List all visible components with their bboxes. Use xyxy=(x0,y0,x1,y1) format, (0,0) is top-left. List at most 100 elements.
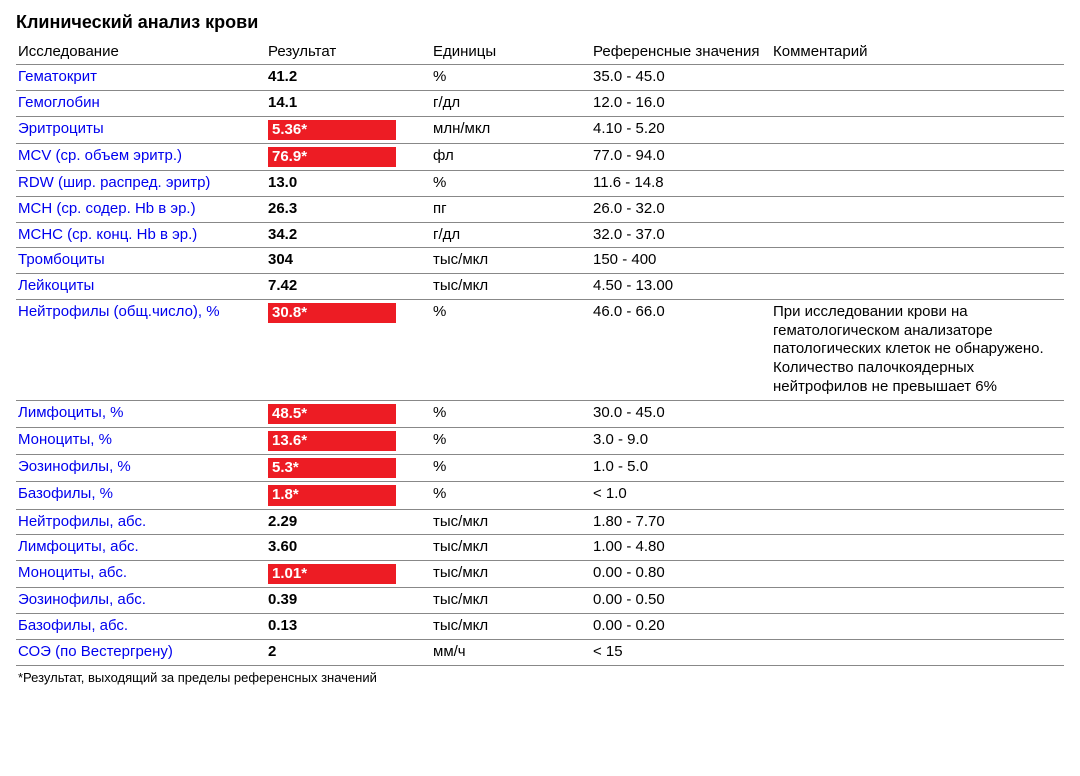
units: % xyxy=(431,455,591,482)
comment xyxy=(771,222,1064,248)
comment xyxy=(771,509,1064,535)
table-row: Эозинофилы, абс.0.39тыс/мкл0.00 - 0.50 xyxy=(16,588,1064,614)
table-row: Эритроциты5.36*млн/мкл4.10 - 5.20 xyxy=(16,116,1064,143)
comment: При исследовании крови на гематологическ… xyxy=(771,299,1064,400)
result-flagged: 30.8* xyxy=(268,303,396,323)
reference-range: 4.10 - 5.20 xyxy=(591,116,771,143)
result-flagged: 5.36* xyxy=(268,120,396,140)
table-header-row: Исследование Результат Единицы Референсн… xyxy=(16,39,1064,65)
comment xyxy=(771,65,1064,91)
test-name: Моноциты, абс. xyxy=(18,564,127,581)
page-title: Клинический анализ крови xyxy=(16,12,1064,33)
reference-range: 1.80 - 7.70 xyxy=(591,509,771,535)
result-value: 3.60 xyxy=(268,538,297,555)
result-value: 7.42 xyxy=(268,277,297,294)
comment xyxy=(771,90,1064,116)
reference-range: 1.00 - 4.80 xyxy=(591,535,771,561)
test-name: MCHC (ср. конц. Hb в эр.) xyxy=(18,226,197,243)
comment xyxy=(771,588,1064,614)
reference-range: 3.0 - 9.0 xyxy=(591,427,771,454)
table-row: Лейкоциты7.42тыс/мкл4.50 - 13.00 xyxy=(16,274,1064,300)
comment xyxy=(771,248,1064,274)
comment xyxy=(771,614,1064,640)
units: % xyxy=(431,427,591,454)
reference-range: 26.0 - 32.0 xyxy=(591,196,771,222)
test-name: Эозинофилы, абс. xyxy=(18,591,146,608)
col-header-units: Единицы xyxy=(431,39,591,65)
col-header-ref: Референсные значения xyxy=(591,39,771,65)
result-value: 13.0 xyxy=(268,174,297,191)
comment xyxy=(771,482,1064,509)
test-name: Лимфоциты, % xyxy=(18,404,124,421)
units: тыс/мкл xyxy=(431,248,591,274)
units: г/дл xyxy=(431,90,591,116)
table-row: СОЭ (по Вестергрену)2мм/ч< 15 xyxy=(16,639,1064,665)
result-value: 2.29 xyxy=(268,513,297,530)
reference-range: 30.0 - 45.0 xyxy=(591,400,771,427)
comment xyxy=(771,196,1064,222)
result-value: 41.2 xyxy=(268,68,297,85)
reference-range: 12.0 - 16.0 xyxy=(591,90,771,116)
units: тыс/мкл xyxy=(431,561,591,588)
lab-results-table: Исследование Результат Единицы Референсн… xyxy=(16,39,1064,666)
reference-range: 77.0 - 94.0 xyxy=(591,143,771,170)
comment xyxy=(771,116,1064,143)
test-name: СОЭ (по Вестергрену) xyxy=(18,643,173,660)
test-name: Базофилы, абс. xyxy=(18,617,128,634)
comment xyxy=(771,535,1064,561)
test-name: MCH (ср. содер. Hb в эр.) xyxy=(18,200,196,217)
units: фл xyxy=(431,143,591,170)
result-value: 2 xyxy=(268,643,276,660)
result-flagged: 1.01* xyxy=(268,564,396,584)
test-name: Базофилы, % xyxy=(18,485,113,502)
test-name: Моноциты, % xyxy=(18,431,112,448)
table-row: Моноциты, абс.1.01*тыс/мкл0.00 - 0.80 xyxy=(16,561,1064,588)
table-row: Гематокрит41.2%35.0 - 45.0 xyxy=(16,65,1064,91)
test-name: Нейтрофилы, абс. xyxy=(18,513,146,530)
table-row: Базофилы, абс.0.13тыс/мкл0.00 - 0.20 xyxy=(16,614,1064,640)
comment xyxy=(771,143,1064,170)
result-value: 304 xyxy=(268,251,293,268)
reference-range: 32.0 - 37.0 xyxy=(591,222,771,248)
comment xyxy=(771,561,1064,588)
comment xyxy=(771,400,1064,427)
table-row: Базофилы, %1.8*%< 1.0 xyxy=(16,482,1064,509)
result-value: 0.39 xyxy=(268,591,297,608)
result-value: 34.2 xyxy=(268,226,297,243)
units: % xyxy=(431,299,591,400)
table-row: Эозинофилы, %5.3*%1.0 - 5.0 xyxy=(16,455,1064,482)
test-name: Эозинофилы, % xyxy=(18,458,131,475)
comment xyxy=(771,171,1064,197)
col-header-result: Результат xyxy=(266,39,431,65)
comment xyxy=(771,455,1064,482)
col-header-comment: Комментарий xyxy=(771,39,1064,65)
reference-range: < 15 xyxy=(591,639,771,665)
test-name: MCV (ср. объем эритр.) xyxy=(18,147,182,164)
result-value: 14.1 xyxy=(268,94,297,111)
test-name: Эритроциты xyxy=(18,120,104,137)
table-row: Тромбоциты304тыс/мкл150 - 400 xyxy=(16,248,1064,274)
units: г/дл xyxy=(431,222,591,248)
reference-range: 0.00 - 0.50 xyxy=(591,588,771,614)
test-name: RDW (шир. распред. эритр) xyxy=(18,174,210,191)
units: % xyxy=(431,171,591,197)
footnote: *Результат, выходящий за пределы референ… xyxy=(16,666,1064,685)
comment xyxy=(771,274,1064,300)
units: % xyxy=(431,400,591,427)
units: пг xyxy=(431,196,591,222)
table-row: Нейтрофилы (общ.число), %30.8*%46.0 - 66… xyxy=(16,299,1064,400)
test-name: Лейкоциты xyxy=(18,277,94,294)
result-flagged: 48.5* xyxy=(268,404,396,424)
result-flagged: 76.9* xyxy=(268,147,396,167)
result-flagged: 5.3* xyxy=(268,458,396,478)
result-value: 26.3 xyxy=(268,200,297,217)
table-row: MCH (ср. содер. Hb в эр.) 26.3 пг26.0 - 32… xyxy=(16,196,1064,222)
units: тыс/мкл xyxy=(431,535,591,561)
result-flagged: 13.6* xyxy=(268,431,396,451)
reference-range: 46.0 - 66.0 xyxy=(591,299,771,400)
units: тыс/мкл xyxy=(431,274,591,300)
test-name: Гемоглобин xyxy=(18,94,100,111)
col-header-test: Исследование xyxy=(16,39,266,65)
reference-range: 150 - 400 xyxy=(591,248,771,274)
reference-range: 0.00 - 0.20 xyxy=(591,614,771,640)
